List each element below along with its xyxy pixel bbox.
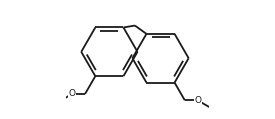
Text: O: O (69, 89, 76, 98)
Text: O: O (194, 96, 201, 105)
